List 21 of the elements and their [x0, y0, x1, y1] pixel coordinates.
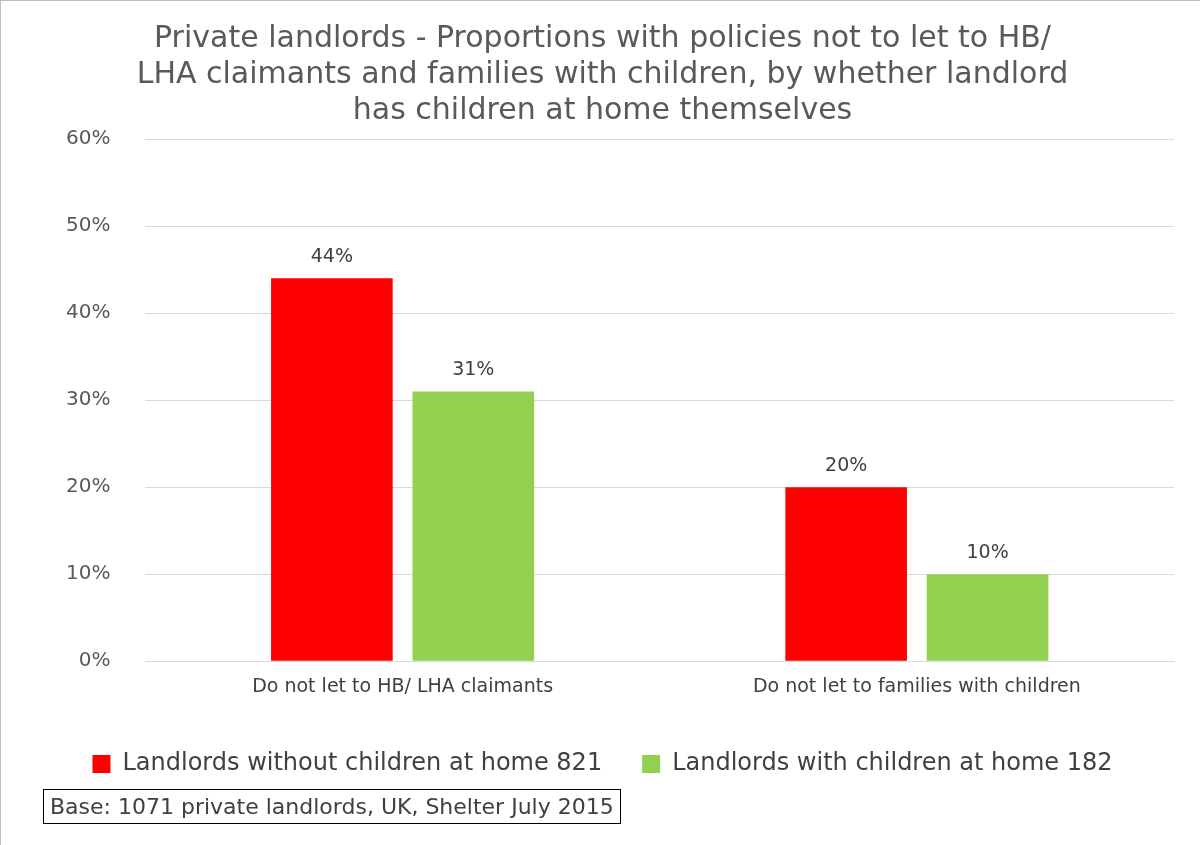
- x-tick-label: Do not let to HB/ LHA claimants: [252, 673, 554, 696]
- chart-title: Private landlords - Proportions with policies not to let to HB/ LHA claimants and families with children, by whether landlord has children at home themselves: [136, 18, 1069, 126]
- bar: [271, 278, 393, 661]
- y-tick-label: 10%: [66, 560, 111, 585]
- y-tick-label: 40%: [66, 299, 111, 324]
- x-tick-label: Do not let to families with children: [752, 673, 1081, 696]
- y-tick-label: 30%: [66, 386, 111, 411]
- data-label: 31%: [452, 356, 495, 379]
- y-tick-label: 60%: [66, 125, 111, 150]
- bar: [785, 487, 907, 661]
- bar: [412, 391, 535, 661]
- data-label: 44%: [310, 243, 353, 266]
- legend-label: Landlords without children at home 821: [122, 748, 603, 777]
- y-tick-label: 50%: [66, 212, 111, 237]
- data-label: 10%: [966, 539, 1009, 562]
- text: Base: 1071 private landlords, UK, Shelter July 2015: [43, 789, 621, 824]
- y-tick-label: 20%: [66, 473, 111, 498]
- y-tick-label: 0%: [78, 647, 111, 672]
- bar: [926, 574, 1049, 661]
- data-label: 20%: [825, 452, 868, 475]
- legend-label: Landlords with children at home 182: [672, 748, 1113, 777]
